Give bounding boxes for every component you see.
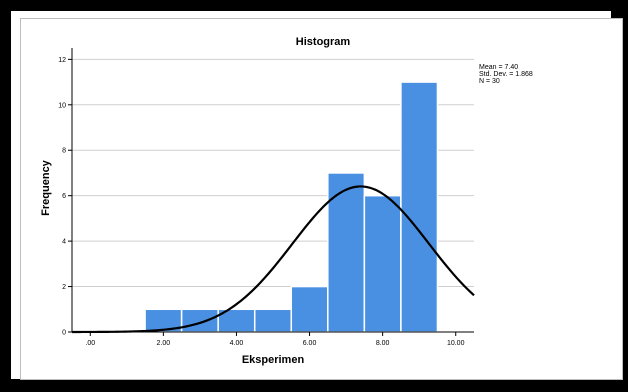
normal-curve <box>72 185 475 334</box>
histogram-bar <box>400 81 439 333</box>
x-tick-label: 6.00 <box>303 340 317 347</box>
y-tick-label: 6 <box>62 193 66 200</box>
histogram-bar <box>180 308 219 333</box>
histogram-bar <box>253 308 293 333</box>
y-tick-label: 12 <box>58 57 66 64</box>
histogram-bar <box>363 194 402 333</box>
y-axis-label: Frequency <box>40 159 52 216</box>
y-tick-label: 0 <box>62 330 66 337</box>
y-tick-label: 10 <box>58 102 66 109</box>
x-axis-label: Eksperimen <box>242 354 305 366</box>
stats-n: N = 30 <box>479 78 500 85</box>
x-tick-label: 2.00 <box>157 340 171 347</box>
stats-mean: Mean = 7.40 <box>479 64 518 71</box>
y-tick-label: 8 <box>62 148 66 155</box>
histogram-bar <box>290 285 329 333</box>
x-tick-label: 4.00 <box>230 340 244 347</box>
x-tick-label: .00 <box>85 340 95 347</box>
stats-std-dev: Std. Dev. = 1.868 <box>479 71 533 78</box>
y-tick-label: 4 <box>62 239 66 246</box>
x-tick-label: 8.00 <box>376 340 390 347</box>
chart-title: Histogram <box>296 36 351 48</box>
y-tick-label: 2 <box>62 284 66 291</box>
x-tick-label: 10.00 <box>447 340 465 347</box>
